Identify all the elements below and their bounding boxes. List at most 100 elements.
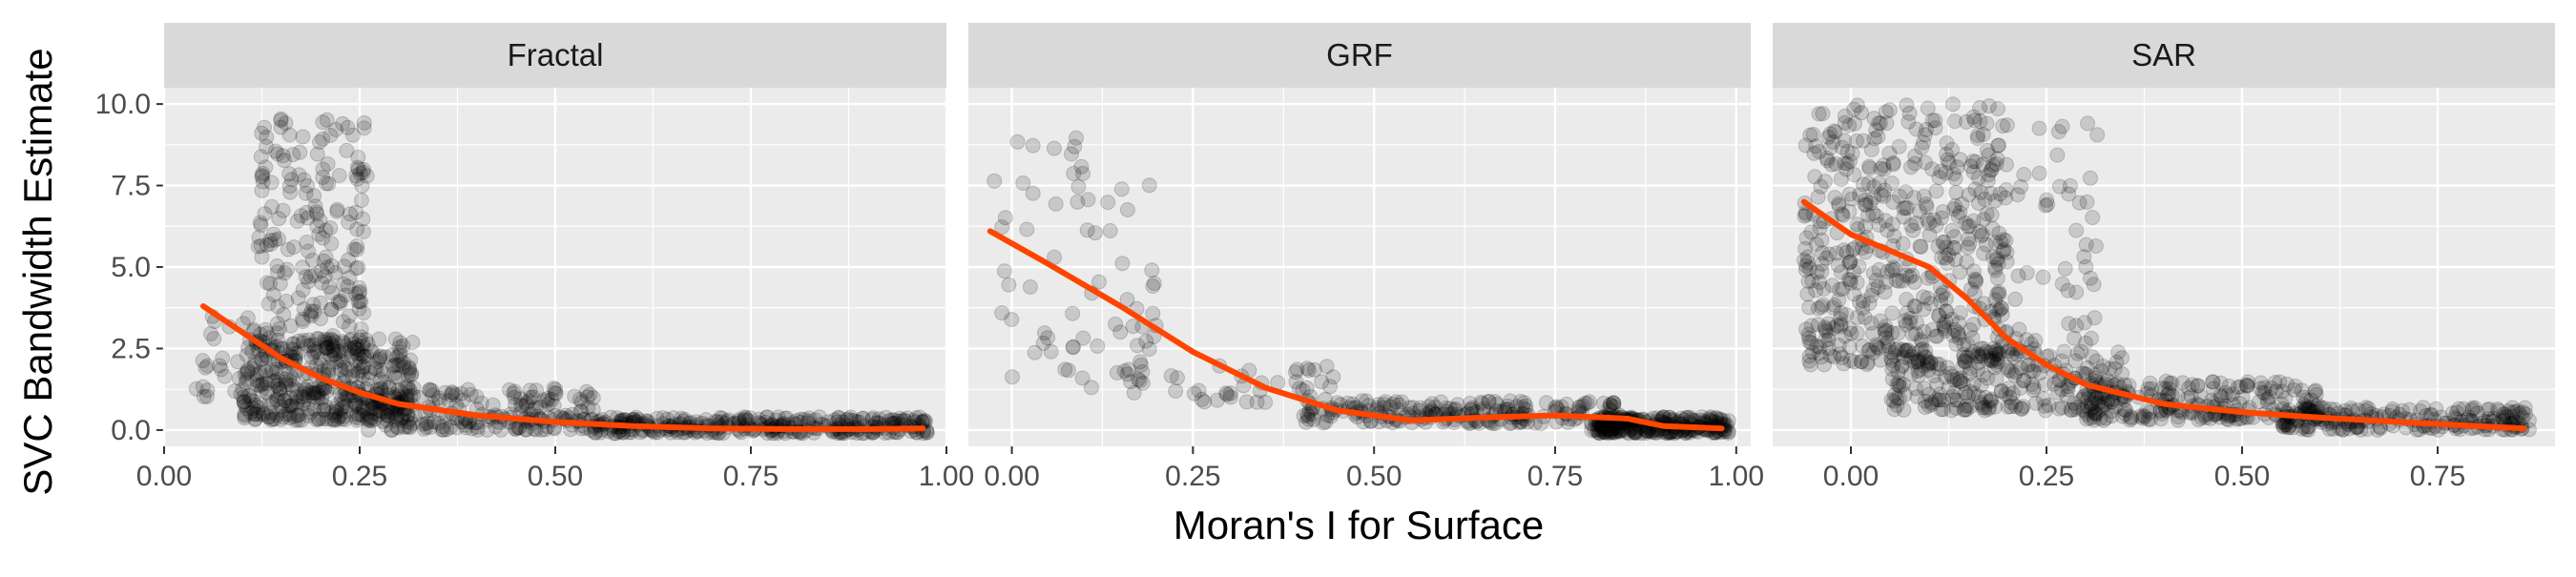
data-point [278,371,294,387]
data-point [405,380,422,396]
data-point [306,343,322,360]
data-point [1112,324,1129,340]
data-point [257,380,273,396]
data-point [1083,380,1099,396]
data-point [1912,238,1928,255]
data-point [311,410,327,426]
data-point [322,278,337,295]
data-point [1833,172,1849,187]
data-point [363,342,379,359]
data-point [1257,394,1274,410]
data-point [241,387,258,403]
data-point [336,258,352,275]
data-point [362,364,378,381]
data-point [1852,295,1867,310]
data-point [1989,252,2005,268]
data-point [350,259,366,276]
data-point [1870,279,1886,296]
data-point [387,369,404,385]
data-point [259,325,275,341]
data-point [253,397,268,413]
data-point [1057,361,1073,378]
data-point [265,373,281,389]
data-point [343,333,359,349]
data-point [1818,323,1835,340]
data-point [249,400,265,416]
data-point [392,335,408,351]
data-point [310,386,326,402]
data-point [255,174,271,190]
grid-lines [162,88,948,446]
data-point [282,318,299,334]
data-point [356,120,372,136]
data-point [257,206,273,222]
data-point [1917,381,1932,397]
data-point [313,311,328,327]
data-point [2031,165,2047,181]
data-point [1907,148,1923,164]
data-point [268,391,284,407]
data-point [342,270,357,286]
data-point [239,310,256,326]
data-point [252,215,268,231]
data-point [1815,245,1831,261]
data-point [236,395,252,411]
facet-strip-label: SAR [2131,37,2196,72]
data-point [1390,402,1406,418]
data-point [356,401,372,417]
data-point [1898,342,1914,359]
data-point [1100,195,1116,211]
data-point [307,267,323,283]
data-point [304,252,321,268]
data-point [2061,316,2077,332]
data-point [1622,422,1638,438]
data-point [312,213,328,229]
data-point [1125,319,1141,335]
data-point [273,385,289,402]
data-point [1827,190,1843,206]
data-point [1922,227,1938,243]
data-point [271,211,287,227]
data-point [1238,394,1255,410]
data-point [280,241,296,258]
data-point [878,409,894,425]
data-point [1822,126,1839,142]
data-point [1130,371,1146,387]
data-point [2060,381,2076,398]
data-point [1009,134,1026,150]
data-point [298,185,314,201]
data-point [323,301,339,318]
data-point [318,222,334,238]
data-point [1046,140,1062,156]
data-point [259,237,275,253]
data-point [322,220,339,237]
data-point [288,397,304,413]
data-point [372,348,388,364]
data-point [247,353,263,369]
data-point [391,357,407,373]
data-point [546,398,562,414]
data-point [333,361,349,378]
data-point [1938,291,1954,307]
data-point [2335,422,2351,438]
data-point [405,335,421,350]
data-point [237,366,253,382]
data-point [356,348,372,364]
data-point [423,420,439,435]
data-point [348,353,364,369]
data-point [300,177,316,194]
data-point [276,306,292,322]
data-point [308,341,324,358]
data-point [269,407,285,422]
data-point [314,390,330,406]
data-point [278,115,294,132]
data-point [387,357,403,373]
data-point [1916,134,1931,151]
data-point [285,371,301,387]
data-point [303,303,320,319]
data-point [352,283,368,299]
data-point [1946,392,1963,408]
data-point [316,253,332,269]
data-point [265,226,281,242]
data-point [249,373,265,389]
